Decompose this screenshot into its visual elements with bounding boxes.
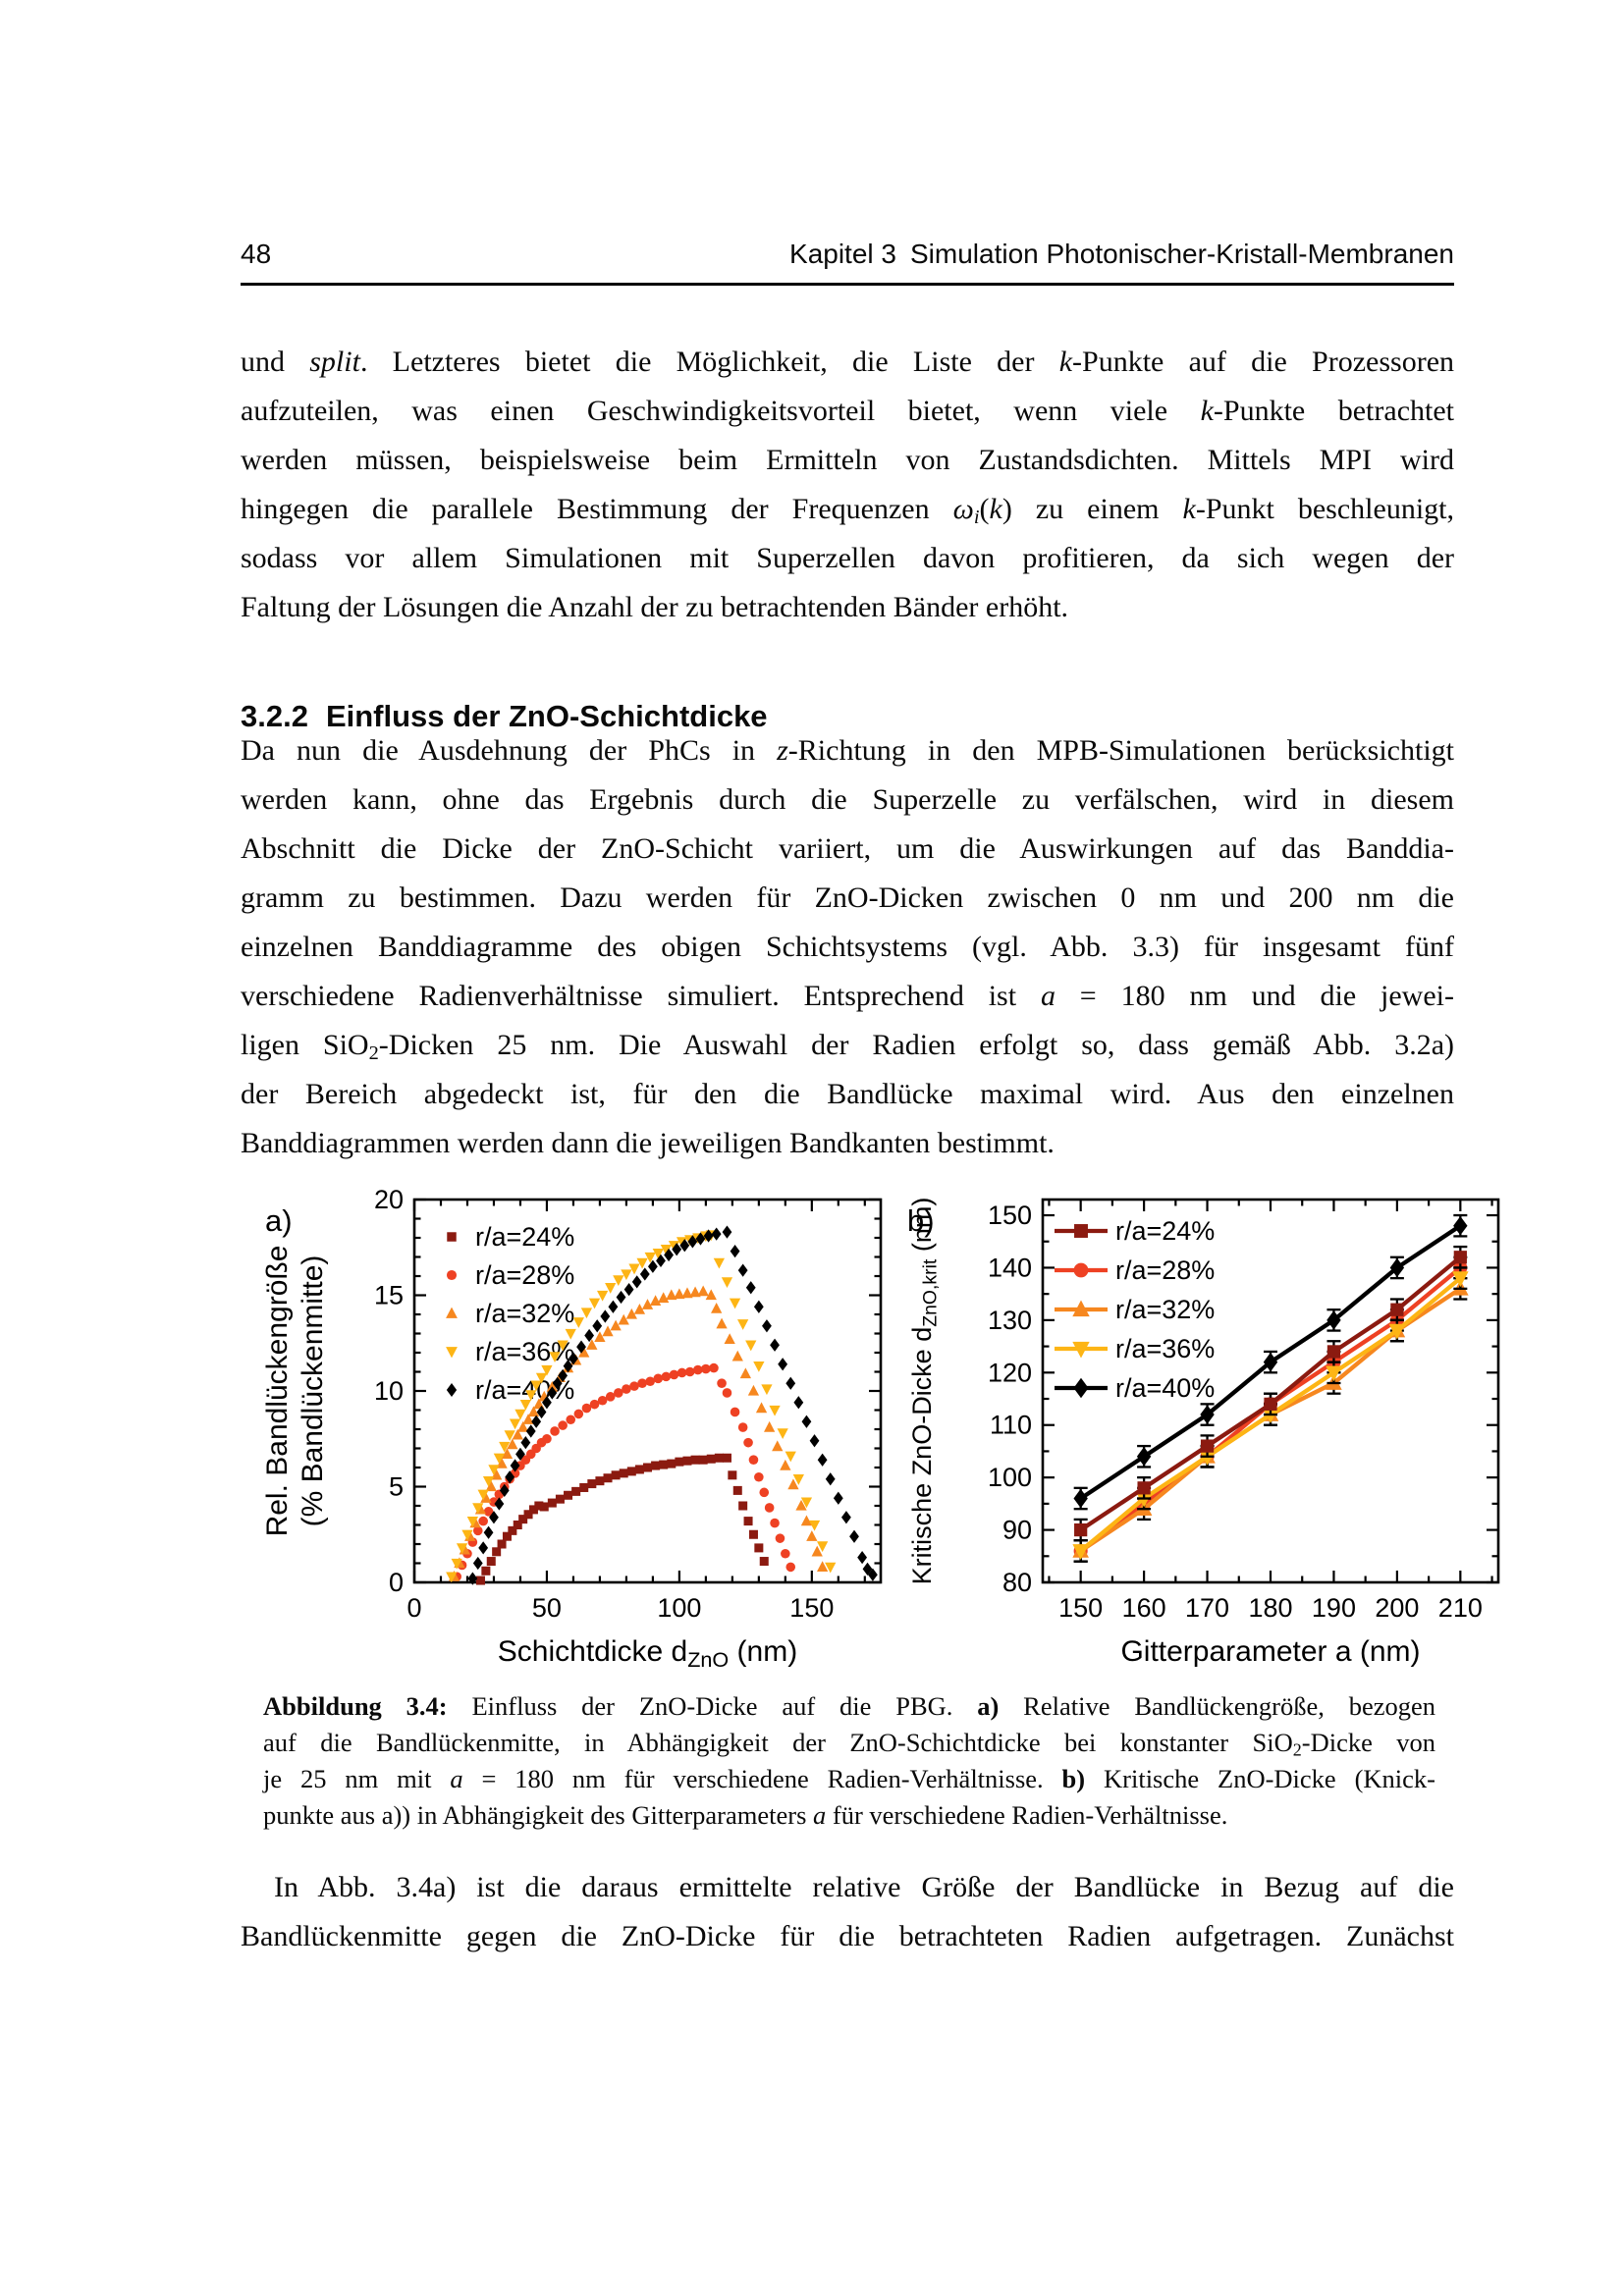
svg-text:210: 210 bbox=[1438, 1593, 1483, 1623]
chart-b-critical-thickness-vs-lattice: 150 160 170 180 190 200 210 80 90 100 110 120 130 140… bbox=[907, 1198, 1500, 1668]
text-line: werden müssen, beispielsweise beim Ermit… bbox=[241, 444, 1454, 476]
svg-text:90: 90 bbox=[1002, 1516, 1032, 1545]
svg-text:r/a=24%: r/a=24% bbox=[1115, 1216, 1215, 1246]
svg-text:(% Bandlückenmitte): (% Bandlückenmitte) bbox=[297, 1255, 329, 1527]
chapter-prefix: Kapitel 3 bbox=[789, 239, 896, 269]
svg-text:150: 150 bbox=[789, 1593, 834, 1623]
figure-caption: Abbildung 3.4: Einfluss der ZnO-Dicke au… bbox=[263, 1688, 1435, 1834]
svg-text:120: 120 bbox=[988, 1358, 1032, 1387]
page-number: 48 bbox=[241, 239, 272, 269]
svg-text:Schichtdicke dZnO (nm): Schichtdicke dZnO (nm) bbox=[498, 1635, 797, 1672]
svg-text:170: 170 bbox=[1185, 1593, 1229, 1623]
paragraph-zno-dicke: Da nun die Ausdehnung der PhCs in z-Rich… bbox=[241, 726, 1454, 1168]
svg-text:150: 150 bbox=[1058, 1593, 1103, 1623]
text-line: der Bereich abgedeckt ist, für den die B… bbox=[241, 1078, 1454, 1110]
text-line: punkte aus a)) in Abhängigkeit des Gitte… bbox=[263, 1800, 1228, 1830]
svg-text:100: 100 bbox=[657, 1593, 701, 1623]
text-line: Bandlückenmitte gegen die ZnO-Dicke für … bbox=[241, 1920, 1454, 1952]
running-chapter-title: Kapitel 3 Simulation Photonischer-Krista… bbox=[789, 239, 1454, 270]
svg-text:Rel. Bandlückengröße: Rel. Bandlückengröße bbox=[261, 1246, 294, 1537]
figure-charts: 0 50 100 150 0 5 10 15 20 Schichtdicke dZnO (nm) R… bbox=[251, 1186, 1514, 1674]
text-line: auf die Bandlückenmitte, in Abhängigkeit… bbox=[263, 1728, 1435, 1760]
svg-text:190: 190 bbox=[1312, 1593, 1356, 1623]
svg-text:Kritische ZnO-Dicke dZnO,krit: Kritische ZnO-Dicke dZnO,krit (nm) bbox=[907, 1198, 941, 1585]
page-header: 48 Kapitel 3 Simulation Photonischer-Kri… bbox=[241, 239, 1454, 270]
section-number: 3.2.2 bbox=[241, 698, 308, 733]
svg-text:Gitterparameter a (nm): Gitterparameter a (nm) bbox=[1120, 1635, 1420, 1668]
svg-text:130: 130 bbox=[988, 1306, 1032, 1335]
svg-text:80: 80 bbox=[1002, 1568, 1032, 1597]
text-line: In Abb. 3.4a) ist die daraus ermittelte … bbox=[274, 1871, 1454, 1903]
text-line: verschiedene Radienverhältnisse simulier… bbox=[241, 980, 1454, 1012]
svg-text:20: 20 bbox=[374, 1186, 404, 1214]
text-line: ligen SiO2-Dicken 25 nm. Die Auswahl der… bbox=[241, 1029, 1454, 1065]
text-line: Abbildung 3.4: Einfluss der ZnO-Dicke au… bbox=[263, 1691, 1435, 1721]
text-line: einzelnen Banddiagramme des obigen Schic… bbox=[241, 931, 1454, 963]
text-line: hingegen die parallele Bestimmung der Fr… bbox=[241, 493, 1454, 529]
svg-text:r/a=32%: r/a=32% bbox=[475, 1299, 574, 1328]
svg-text:a): a) bbox=[265, 1203, 293, 1238]
svg-text:0: 0 bbox=[406, 1593, 421, 1623]
text-line: Abschnitt die Dicke der ZnO-Schicht vari… bbox=[241, 832, 1454, 865]
header-rule bbox=[241, 283, 1454, 286]
paragraph-mpi: und split. Letzteres bietet die Möglichk… bbox=[241, 338, 1454, 632]
svg-text:r/a=40%: r/a=40% bbox=[1115, 1373, 1215, 1403]
chart-a-bandgap-vs-thickness: 0 50 100 150 0 5 10 15 20 Schichtdicke dZnO (nm) R… bbox=[261, 1186, 883, 1672]
text-line: werden kann, ohne das Ergebnis durch die… bbox=[241, 783, 1454, 816]
paragraph-discussion: In Abb. 3.4a) ist die daraus ermittelte … bbox=[241, 1863, 1454, 1961]
svg-text:r/a=28%: r/a=28% bbox=[475, 1260, 574, 1290]
svg-text:5: 5 bbox=[389, 1472, 404, 1502]
svg-text:0: 0 bbox=[389, 1568, 404, 1597]
section-heading: 3.2.2 Einfluss der ZnO-Schichtdicke bbox=[241, 699, 768, 734]
text-line: aufzuteilen, was einen Geschwindigkeitsv… bbox=[241, 395, 1454, 427]
svg-text:180: 180 bbox=[1248, 1593, 1292, 1623]
svg-text:r/a=28%: r/a=28% bbox=[1115, 1255, 1215, 1285]
text-line: gramm zu bestimmen. Dazu werden für ZnO-… bbox=[241, 881, 1454, 914]
svg-text:110: 110 bbox=[990, 1411, 1032, 1440]
text-line: Da nun die Ausdehnung der PhCs in z-Rich… bbox=[241, 734, 1455, 767]
svg-text:160: 160 bbox=[1122, 1593, 1166, 1623]
svg-text:r/a=24%: r/a=24% bbox=[475, 1222, 574, 1252]
chapter-name: Simulation Photonischer-Kristall-Membran… bbox=[909, 239, 1454, 269]
section-title: Einfluss der ZnO-Schichtdicke bbox=[325, 698, 768, 733]
svg-text:100: 100 bbox=[988, 1463, 1032, 1492]
text-line: Banddiagrammen werden dann die jeweilige… bbox=[241, 1127, 1055, 1159]
svg-text:140: 140 bbox=[988, 1253, 1032, 1282]
svg-text:200: 200 bbox=[1375, 1593, 1419, 1623]
text-line: sodass vor allem Simulationen mit Superz… bbox=[241, 542, 1454, 574]
svg-text:150: 150 bbox=[988, 1201, 1032, 1230]
text-line: Faltung der Lösungen die Anzahl der zu b… bbox=[241, 591, 1069, 623]
svg-text:b): b) bbox=[907, 1203, 935, 1238]
text-line: je 25 nm mit a = 180 nm für verschiedene… bbox=[263, 1764, 1435, 1793]
figure-3-4: 0 50 100 150 0 5 10 15 20 Schichtdicke dZnO (nm) R… bbox=[251, 1186, 1514, 1674]
svg-text:10: 10 bbox=[374, 1376, 404, 1406]
svg-text:15: 15 bbox=[374, 1281, 404, 1310]
svg-text:50: 50 bbox=[532, 1593, 562, 1623]
svg-text:r/a=36%: r/a=36% bbox=[1115, 1334, 1215, 1363]
svg-text:r/a=32%: r/a=32% bbox=[1115, 1295, 1215, 1324]
text-line: und split. Letzteres bietet die Möglichk… bbox=[241, 346, 1455, 378]
